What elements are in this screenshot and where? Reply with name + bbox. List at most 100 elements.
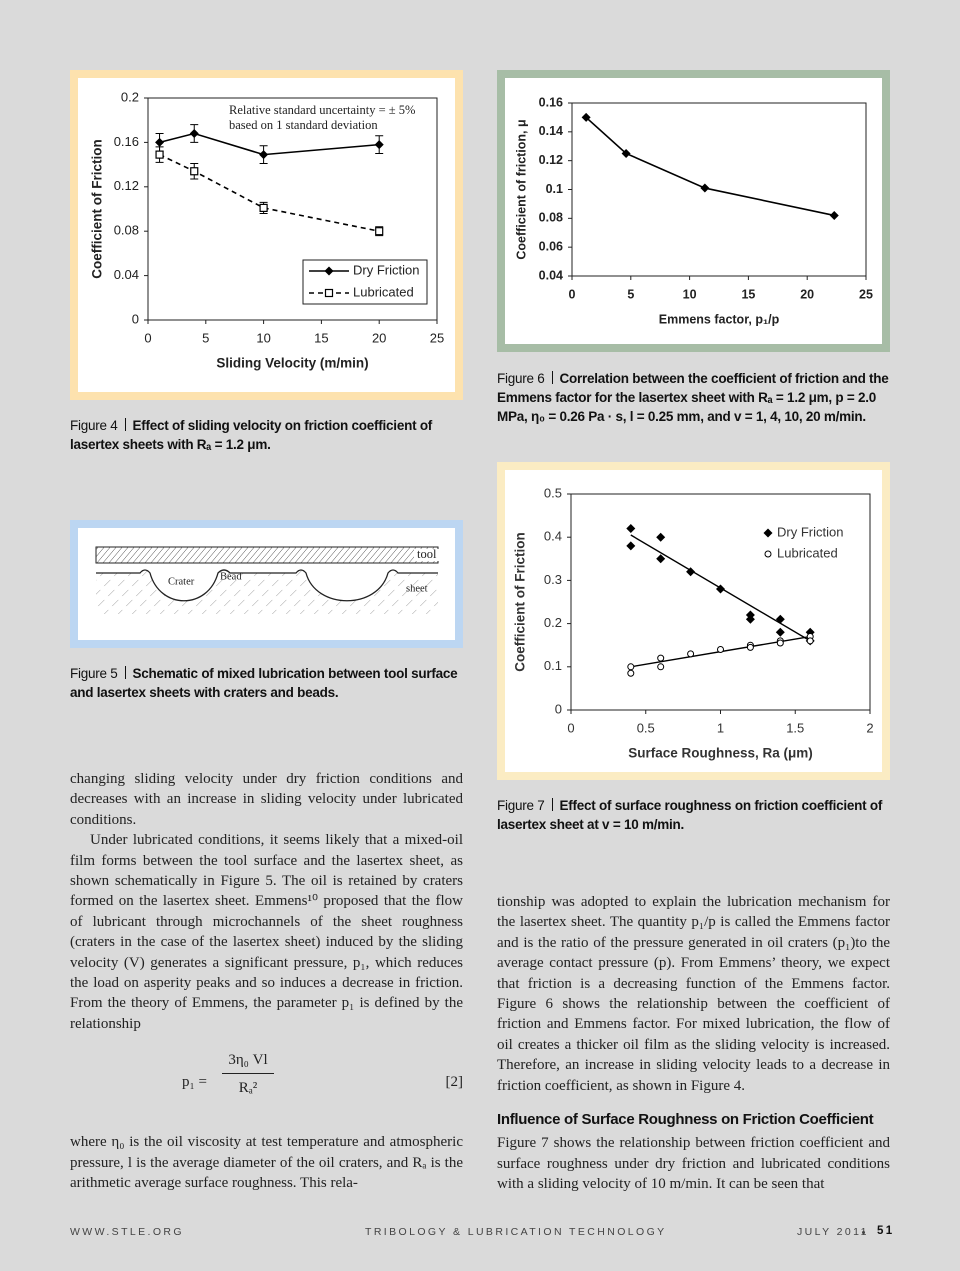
marker bbox=[621, 148, 631, 158]
marker bbox=[656, 532, 666, 542]
marker bbox=[687, 650, 695, 658]
marker bbox=[763, 528, 773, 538]
marker bbox=[581, 112, 591, 122]
legend-label: Lubricated bbox=[353, 284, 414, 299]
paragraph: tionship was adopted to explain the lubr… bbox=[497, 894, 890, 1094]
marker bbox=[189, 129, 199, 139]
numerator: 3η₀ Vl bbox=[222, 1050, 274, 1074]
caption-text: Effect of surface roughness on friction … bbox=[497, 798, 883, 832]
caption-label: Figure 6 bbox=[497, 371, 545, 386]
caption: Figure 4 Effect of sliding velocity on fr… bbox=[70, 416, 463, 454]
marker bbox=[374, 140, 384, 150]
x-tick-label: 0 bbox=[567, 720, 574, 735]
sheet-label: sheet bbox=[406, 583, 428, 594]
marker bbox=[657, 663, 665, 671]
x-tick-label: 5 bbox=[202, 330, 209, 345]
equation-lhs: p₁ = bbox=[182, 1074, 207, 1091]
marker bbox=[656, 554, 666, 564]
y-tick-label: 0.12 bbox=[539, 153, 563, 167]
marker bbox=[717, 646, 724, 654]
caption-label: Figure 7 bbox=[497, 798, 545, 813]
bead-label: Bead bbox=[220, 571, 242, 582]
x-tick-label: 25 bbox=[859, 287, 873, 301]
x-tick-label: 0 bbox=[569, 287, 576, 301]
equation: p₁ = 3η₀ Vl Rₐ² [2] bbox=[70, 1050, 463, 1118]
marker bbox=[324, 266, 334, 276]
line bbox=[159, 132, 380, 156]
y-tick-label: 0.16 bbox=[539, 95, 563, 109]
website: WWW.STLE.ORG bbox=[70, 1226, 184, 1238]
y-axis-title: Coefficient of Friction bbox=[513, 532, 528, 672]
y-tick-label: 0.08 bbox=[114, 223, 139, 238]
marker bbox=[626, 541, 636, 551]
marker bbox=[746, 643, 754, 651]
denominator: Rₐ² bbox=[238, 1079, 258, 1096]
line bbox=[585, 116, 835, 217]
figure-5: tool Crater Bead sheet bbox=[70, 520, 463, 648]
caption-label: Figure 5 bbox=[70, 666, 118, 681]
sheet-body bbox=[96, 570, 438, 614]
bullet bbox=[862, 1231, 865, 1234]
caption-label: Figure 4 bbox=[70, 418, 118, 433]
y-tick-label: 0.1 bbox=[546, 182, 563, 196]
y-tick-label: 0.04 bbox=[539, 268, 563, 282]
paragraph: changing sliding velocity under dry fric… bbox=[70, 771, 463, 828]
x-tick-label: 20 bbox=[800, 287, 814, 301]
separator bbox=[551, 371, 553, 384]
figure-7: 0 0.1 0.2 0.3 0.4 0.5 0 0.5 1 1.5 2 Coefficient of … bbox=[497, 462, 890, 780]
y-axis-title: Coefficient of friction, μ bbox=[514, 119, 528, 259]
x-tick-label: 5 bbox=[627, 287, 634, 301]
y-tick-label: 0.2 bbox=[544, 615, 562, 630]
y-tick-label: 0.08 bbox=[539, 211, 563, 225]
separator bbox=[551, 798, 553, 811]
chart: 0 0.1 0.2 0.3 0.4 0.5 0 0.5 1 1.5 2 Coefficient of … bbox=[513, 485, 874, 761]
y-tick-label: 0 bbox=[555, 701, 562, 716]
x-tick-label: 1 bbox=[717, 720, 724, 735]
x-tick-label: 20 bbox=[372, 330, 386, 345]
marker bbox=[775, 614, 785, 624]
marker bbox=[776, 639, 784, 647]
x-tick-label: 15 bbox=[741, 287, 755, 301]
y-tick-label: 0.12 bbox=[114, 178, 139, 193]
marker bbox=[259, 203, 268, 212]
x-axis-title: Emmens factor, p₁/p bbox=[659, 312, 780, 326]
caption-text: Correlation between the coefficient of f… bbox=[497, 371, 889, 424]
marker bbox=[626, 524, 636, 534]
x-axis-title: Surface Roughness, Ra (μm) bbox=[628, 746, 813, 761]
x-tick-label: 10 bbox=[683, 287, 697, 301]
x-axis-title: Sliding Velocity (m/min) bbox=[216, 356, 368, 371]
y-tick-label: 0.04 bbox=[114, 267, 139, 282]
annotation: Relative standard uncertainty = ± 5% bbox=[229, 103, 415, 117]
x-tick-label: 0.5 bbox=[637, 720, 655, 735]
marker bbox=[775, 627, 785, 637]
marker bbox=[627, 663, 635, 671]
x-tick-label: 15 bbox=[314, 330, 328, 345]
caption-text: Schematic of mixed lubrication between t… bbox=[70, 666, 458, 700]
separator bbox=[124, 418, 126, 431]
y-tick-label: 0.14 bbox=[539, 124, 563, 138]
annotation: based on 1 standard deviation bbox=[229, 118, 378, 132]
sheet-surface bbox=[96, 569, 438, 602]
marker bbox=[806, 637, 814, 645]
figure-6: 0.04 0.06 0.08 0.1 0.12 0.14 0.16 0 5 10 15 20 25 Coe… bbox=[497, 70, 890, 352]
marker bbox=[190, 167, 199, 176]
y-tick-label: 0.06 bbox=[539, 239, 563, 253]
marker bbox=[657, 654, 665, 662]
legend-label: Lubricated bbox=[777, 545, 838, 560]
marker bbox=[745, 614, 755, 624]
y-tick-label: 0 bbox=[132, 311, 139, 326]
marker bbox=[375, 227, 384, 236]
paragraph: where η₀ is the oil viscosity at test te… bbox=[70, 1134, 463, 1192]
issue: JULY 2011 bbox=[797, 1226, 869, 1238]
caption-text: Effect of sliding velocity on friction c… bbox=[70, 418, 433, 452]
marker bbox=[686, 567, 696, 577]
caption: Figure 5 Schematic of mixed lubrication b… bbox=[70, 664, 463, 702]
y-tick-label: 0.4 bbox=[544, 529, 562, 544]
figure-4: 0 0.04 0.08 0.12 0.16 0.2 0 5 10 15 20 25 Coefficien… bbox=[70, 70, 463, 400]
x-tick-label: 10 bbox=[256, 330, 270, 345]
chart: 0.04 0.06 0.08 0.1 0.12 0.14 0.16 0 5 10 15 20 25 Coe… bbox=[514, 95, 873, 326]
y-axis-title: Coefficient of Friction bbox=[90, 139, 105, 279]
right-column: tionship was adopted to explain the lubr… bbox=[497, 892, 890, 1195]
x-tick-label: 1.5 bbox=[786, 720, 804, 735]
tool-surface bbox=[95, 546, 439, 564]
